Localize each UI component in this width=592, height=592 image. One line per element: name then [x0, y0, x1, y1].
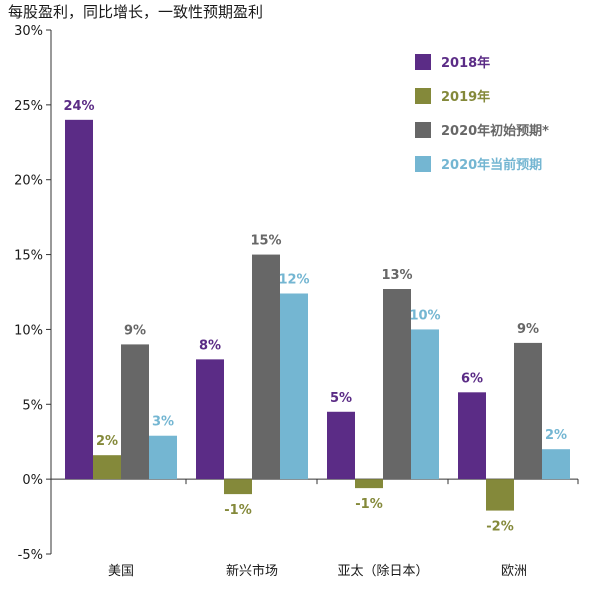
data-label: 9% — [124, 323, 146, 338]
data-label: 13% — [381, 268, 412, 283]
legend-swatch — [415, 156, 431, 172]
bar — [121, 344, 149, 480]
legend-swatch — [415, 88, 431, 104]
bar — [93, 455, 121, 480]
y-tick-label: 25% — [14, 99, 43, 114]
y-tick-label: -5% — [18, 548, 43, 563]
data-label: 2% — [96, 434, 118, 449]
y-tick-label: 30% — [14, 24, 43, 39]
y-tick-label: 15% — [14, 249, 43, 264]
y-tick-label: 0% — [22, 473, 43, 488]
data-label: 6% — [461, 371, 483, 386]
bar — [65, 119, 93, 480]
data-label: 8% — [199, 338, 221, 353]
legend-label: 2018年 — [441, 55, 490, 71]
bar — [280, 293, 308, 480]
data-label: -1% — [224, 503, 251, 518]
data-label: 9% — [517, 322, 539, 337]
data-label: 15% — [250, 234, 281, 249]
data-label: -2% — [486, 520, 513, 535]
y-tick-label: 20% — [14, 174, 43, 189]
category-label: 美国 — [108, 564, 134, 579]
bar — [383, 289, 411, 480]
bar — [149, 435, 177, 480]
bar — [542, 449, 570, 480]
bar — [224, 479, 252, 495]
bar — [411, 329, 439, 480]
y-tick-label: 10% — [14, 323, 43, 338]
data-label: 5% — [330, 391, 352, 406]
legend-label: 2020年当前预期 — [441, 157, 542, 173]
chart-title: 每股盈利，同比增长，一致性预期盈利 — [8, 3, 264, 21]
data-label: 3% — [152, 415, 174, 430]
y-tick-label: 5% — [22, 398, 43, 413]
data-label: 10% — [409, 308, 440, 323]
data-label: 2% — [545, 428, 567, 443]
data-label: 24% — [63, 99, 94, 114]
data-label: -1% — [355, 497, 382, 512]
category-label: 亚太（除日本） — [337, 564, 428, 579]
bar — [252, 254, 280, 480]
legend-swatch — [415, 54, 431, 70]
bar — [514, 342, 542, 480]
bar — [196, 359, 224, 480]
category-label: 新兴市场 — [226, 563, 278, 579]
legend-label: 2020年初始预期* — [441, 123, 549, 139]
bar — [458, 392, 486, 480]
category-label: 欧洲 — [501, 564, 527, 579]
bar — [355, 479, 383, 489]
legend-swatch — [415, 122, 431, 138]
legend-label: 2019年 — [441, 89, 490, 105]
bar — [327, 411, 355, 480]
bar — [486, 479, 514, 511]
data-label: 12% — [278, 272, 309, 287]
